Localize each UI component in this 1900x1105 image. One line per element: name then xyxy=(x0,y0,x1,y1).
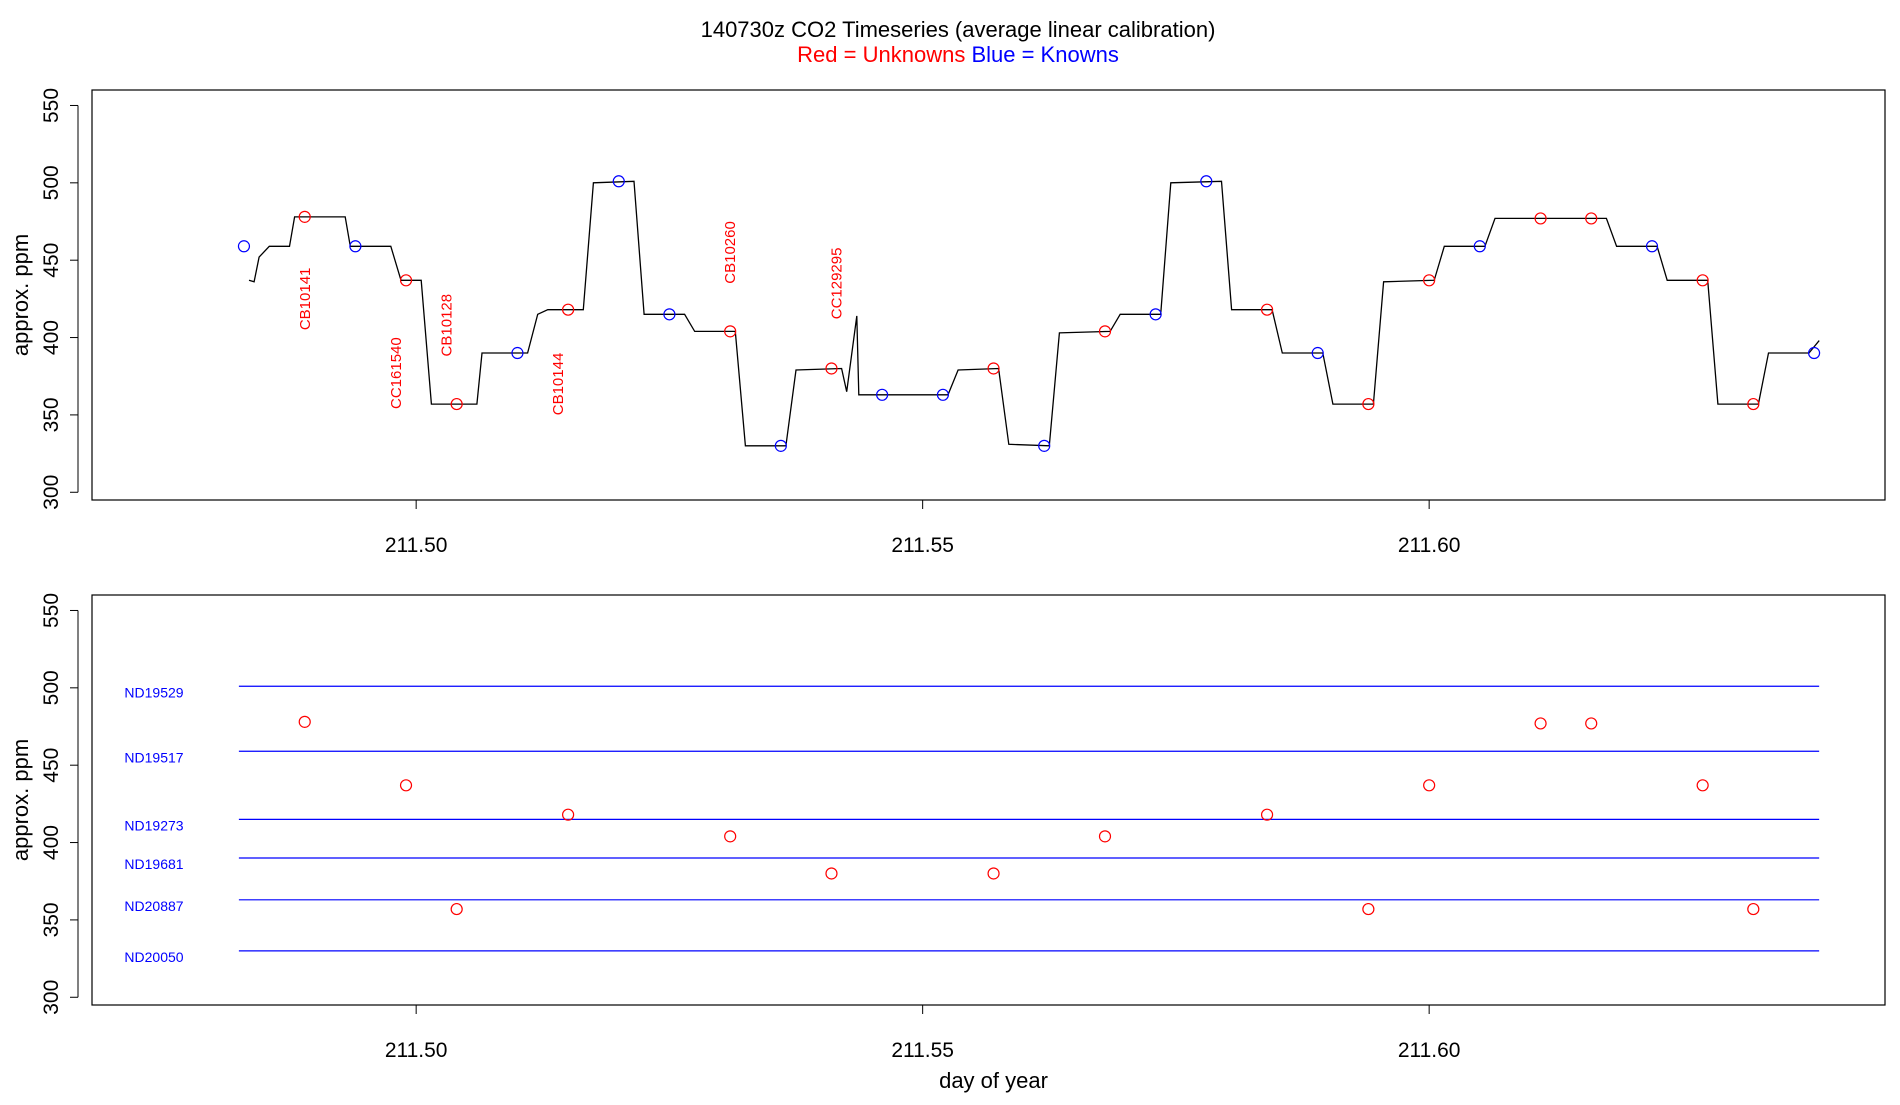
plot-frame xyxy=(91,594,1886,1006)
unknown-point xyxy=(987,867,1000,880)
sample-annotation: CB10260 xyxy=(722,221,739,284)
y-axis-label: approx. ppm xyxy=(8,739,33,861)
unknown-point xyxy=(1423,779,1436,792)
unknown-point xyxy=(1260,303,1274,316)
y-tick-label: 350 xyxy=(40,397,63,432)
unknown-point xyxy=(1747,397,1760,411)
unknown-point xyxy=(1696,779,1709,792)
known-point xyxy=(774,439,787,452)
sample-annotation: CB10144 xyxy=(550,353,567,416)
unknown-point xyxy=(1098,325,1112,338)
known-point xyxy=(612,175,625,188)
y-tick-label: 300 xyxy=(40,980,63,1015)
known-point xyxy=(1149,308,1162,321)
reference-line-label: ND20050 xyxy=(124,949,183,965)
known-point xyxy=(1200,175,1213,188)
y-tick-label: 400 xyxy=(40,825,63,860)
unknown-point xyxy=(1534,212,1547,225)
top-panel: 300 350 400 450 500 550 approx. ppm 211.50 211.5… xyxy=(8,88,1886,557)
known-point xyxy=(1038,439,1051,452)
unknown-point xyxy=(1260,808,1274,821)
legend-blue-text: Blue = Knowns xyxy=(971,42,1118,67)
x-tick-label: 211.60 xyxy=(1398,534,1461,557)
y-tick-label: 400 xyxy=(40,320,63,355)
unknown-point xyxy=(1585,212,1598,225)
y-tick-label: 550 xyxy=(40,88,63,123)
unknown-point xyxy=(987,362,1000,375)
y-tick-label: 500 xyxy=(40,670,63,705)
unknown-point xyxy=(1747,902,1760,916)
legend-line: Red = Unknowns Blue = Knowns xyxy=(797,42,1119,67)
x-tick-label: 211.50 xyxy=(385,534,448,557)
unknown-point xyxy=(1423,274,1436,287)
sample-annotation: CB10128 xyxy=(439,294,456,357)
known-point xyxy=(936,388,950,401)
x-tick-label: 211.55 xyxy=(891,534,954,557)
sample-annotation: CC129295 xyxy=(829,248,846,320)
reference-line-label: ND19517 xyxy=(124,749,183,765)
unknown-point xyxy=(399,779,413,792)
unknown-point xyxy=(724,325,737,338)
y-axis-label: approx. ppm xyxy=(8,234,33,356)
unknown-point xyxy=(825,867,838,880)
x-tick-label: 211.60 xyxy=(1398,1039,1461,1062)
unknown-point xyxy=(450,397,463,411)
co2-trace-line xyxy=(248,180,1820,447)
unknown-point xyxy=(562,808,575,821)
y-tick-label: 550 xyxy=(40,593,63,628)
known-point xyxy=(511,346,524,360)
y-tick-label: 500 xyxy=(40,165,63,200)
y-tick-label: 450 xyxy=(40,748,63,783)
unknown-point xyxy=(825,362,838,375)
legend-red-text: Red = Unknowns xyxy=(797,42,965,67)
known-point xyxy=(876,388,889,401)
x-tick-label: 211.55 xyxy=(891,1039,954,1062)
sample-annotation: CC161540 xyxy=(388,337,405,409)
unknown-point xyxy=(724,830,737,843)
known-point xyxy=(1473,240,1486,253)
plot-frame xyxy=(91,89,1886,501)
unknown-point xyxy=(1696,274,1709,287)
unknown-point xyxy=(399,274,413,287)
sample-annotation: CB10141 xyxy=(297,268,314,331)
y-tick-label: 350 xyxy=(40,902,63,937)
unknown-point xyxy=(298,210,311,223)
unknown-point xyxy=(1362,397,1375,411)
known-point xyxy=(663,308,676,321)
x-axis-label: day of year xyxy=(939,1068,1048,1093)
unknown-point xyxy=(1585,717,1598,730)
unknown-point xyxy=(450,902,463,916)
known-point xyxy=(1807,346,1821,360)
unknown-point xyxy=(298,715,311,728)
unknown-point xyxy=(1098,830,1112,843)
known-point xyxy=(237,240,251,253)
known-point xyxy=(349,240,362,253)
x-tick-label: 211.50 xyxy=(385,1039,448,1062)
unknown-point xyxy=(1534,717,1547,730)
reference-line-label: ND20887 xyxy=(124,898,183,914)
known-point xyxy=(1645,240,1659,253)
y-tick-label: 450 xyxy=(40,243,63,278)
y-tick-label: 300 xyxy=(40,475,63,510)
reference-line-label: ND19273 xyxy=(124,817,183,833)
known-point xyxy=(1311,346,1324,360)
reference-line-label: ND19529 xyxy=(124,684,183,700)
chart-title: 140730z CO2 Timeseries (average linear c… xyxy=(701,17,1216,42)
unknown-point xyxy=(1362,902,1375,916)
reference-line-label: ND19681 xyxy=(124,856,183,872)
bottom-panel: 300 350 400 450 500 550 approx. ppm 211.50 211.5… xyxy=(8,593,1886,1093)
unknown-point xyxy=(562,303,575,316)
